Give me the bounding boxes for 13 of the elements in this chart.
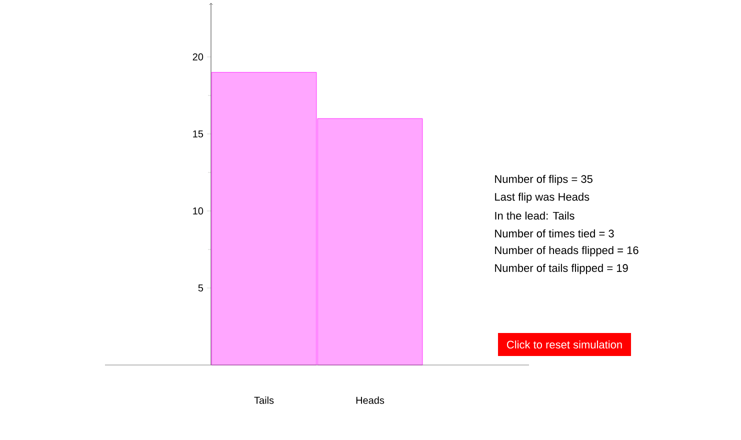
y-tick-label: 15 bbox=[193, 130, 204, 138]
text: Number of tails flipped = 19 bbox=[495, 264, 628, 274]
x-tick-label: Tails bbox=[254, 396, 274, 404]
text: In the lead: Tails bbox=[495, 212, 574, 220]
text: Click to reset simulation bbox=[506, 340, 622, 349]
x-tick-label: Heads bbox=[356, 396, 384, 404]
text: Number of times tied = 3 bbox=[495, 229, 614, 238]
text: Number of heads flipped = 16 bbox=[495, 246, 638, 256]
y-tick-label: 10 bbox=[193, 207, 204, 214]
y-tick-label: 5 bbox=[198, 284, 204, 292]
text: Number of flips = 35 bbox=[495, 174, 592, 186]
y-tick-label: 20 bbox=[192, 53, 204, 60]
text: Last flip was Heads bbox=[495, 192, 590, 203]
